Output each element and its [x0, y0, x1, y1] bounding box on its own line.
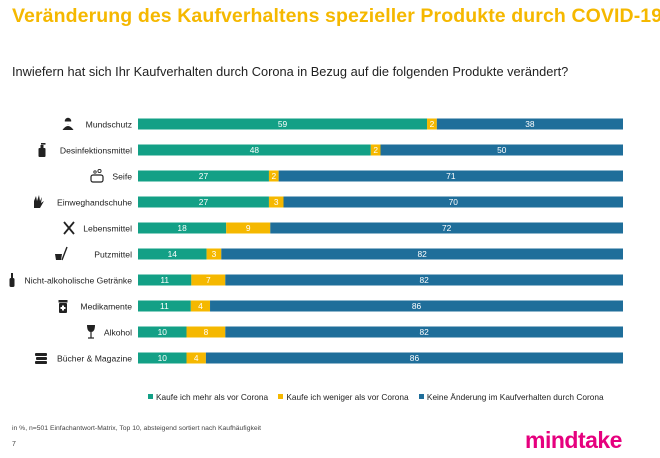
bar-segment: [205, 352, 623, 364]
medicine-icon: [58, 300, 68, 313]
bar-segment: [138, 274, 192, 286]
bar-segment: [190, 300, 211, 312]
bar-value-label: 72: [442, 223, 452, 233]
bar-value-label: 27: [199, 197, 209, 207]
category-label: Bücher & Magazine: [57, 354, 132, 364]
bar-value-label: 82: [419, 327, 429, 337]
bar-value-label: 2: [271, 171, 276, 181]
legend-item-more: Kaufe ich mehr als vor Corona: [148, 392, 268, 402]
bottle-icon: [9, 273, 15, 287]
category-label: Desinfektionsmittel: [60, 146, 132, 156]
bar-value-label: 86: [410, 353, 420, 363]
category-label: Medikamente: [80, 302, 132, 312]
bar-value-label: 2: [430, 119, 435, 129]
soap-icon: [90, 168, 104, 183]
bar-value-label: 82: [417, 249, 427, 259]
bar-value-label: 86: [412, 301, 422, 311]
bar-segment: [138, 222, 227, 234]
bar-segment: [427, 118, 437, 130]
bar-segment: [138, 352, 187, 364]
legend-item-less: Kaufe ich weniger als vor Corona: [278, 392, 409, 402]
bar-segment: [138, 170, 269, 182]
bar-value-label: 48: [250, 145, 260, 155]
bar-value-label: 50: [497, 145, 507, 155]
bar-segment: [138, 248, 207, 260]
cleaning-bucket-icon: [55, 246, 68, 261]
bar-segment: [436, 118, 623, 130]
bar-value-label: 9: [246, 223, 251, 233]
bar-segment: [138, 144, 371, 156]
category-label: Einweghandschuhe: [57, 198, 132, 208]
bar-value-label: 59: [278, 119, 288, 129]
bar-segment: [270, 222, 623, 234]
bar-segment: [186, 326, 226, 338]
chart-legend: Kaufe ich mehr als vor Corona Kaufe ich …: [148, 392, 612, 402]
bar-segment: [206, 248, 222, 260]
bar-value-label: 10: [158, 353, 168, 363]
legend-label-same: Keine Änderung im Kaufverhalten durch Co…: [426, 392, 604, 402]
bar-segment: [191, 274, 226, 286]
legend-swatch-same: [418, 394, 424, 399]
bar-segment: [268, 170, 279, 182]
bar-segment: [380, 144, 623, 156]
bar-value-label: 10: [158, 327, 168, 337]
bar-value-label: 14: [168, 249, 178, 259]
bar-value-label: 18: [177, 223, 187, 233]
bar-value-label: 38: [525, 119, 535, 129]
bar-segment: [186, 352, 206, 364]
bar-value-label: 82: [419, 275, 429, 285]
bar-value-label: 11: [160, 301, 169, 311]
bar-segment: [138, 300, 191, 312]
bar-segment: [225, 326, 624, 338]
legend-label-more: Kaufe ich mehr als vor Corona: [156, 392, 269, 402]
bar-value-label: 2: [373, 145, 378, 155]
bar-segment: [226, 222, 271, 234]
bar-value-label: 4: [198, 301, 203, 311]
category-label: Lebensmittel: [83, 224, 132, 234]
bar-value-label: 70: [449, 197, 459, 207]
legend-label-less: Kaufe ich weniger als vor Corona: [286, 392, 409, 402]
disinfectant-bottle-icon: [38, 143, 46, 157]
bar-segment: [225, 274, 624, 286]
category-label: Nicht-alkoholische Getränke: [25, 276, 133, 286]
category-label: Mundschutz: [86, 120, 132, 130]
bar-value-label: 4: [194, 353, 199, 363]
bar-segment: [138, 118, 428, 130]
bar-value-label: 27: [199, 171, 209, 181]
legend-item-same: Keine Änderung im Kaufverhalten durch Co…: [418, 392, 604, 402]
bar-value-label: 8: [204, 327, 209, 337]
mindtake-logo: mindtake: [525, 427, 622, 453]
bar-value-label: 3: [274, 197, 279, 207]
bar-value-label: 7: [206, 275, 211, 285]
face-mask-icon: [62, 117, 74, 130]
cutlery-icon: [63, 221, 75, 235]
bar-segment: [283, 196, 623, 208]
bar-segment: [210, 300, 623, 312]
legend-swatch-more: [148, 394, 153, 399]
bar-segment: [221, 248, 623, 260]
bar-segment: [268, 196, 284, 208]
category-label: Seife: [112, 172, 132, 182]
footnote: in %, n=501 Einfachantwort-Matrix, Top 1…: [12, 425, 262, 432]
bar-segment: [138, 196, 269, 208]
page-title: Veränderung des Kaufverhaltens spezielle…: [12, 5, 660, 27]
bar-segment: [138, 326, 187, 338]
bar-segment: [370, 144, 381, 156]
survey-question: Inwiefern hat sich Ihr Kaufverhalten dur…: [12, 64, 569, 79]
books-icon: [35, 353, 47, 364]
bar-value-label: 3: [212, 249, 217, 259]
bar-value-label: 11: [160, 275, 169, 285]
category-label: Putzmittel: [94, 250, 132, 260]
legend-swatch-less: [278, 394, 284, 399]
category-label: Alkohol: [104, 328, 132, 338]
bar-value-label: 71: [446, 171, 456, 181]
wine-glass-icon: [87, 325, 95, 339]
gloves-icon: [34, 195, 44, 208]
page-number: 7: [12, 441, 16, 448]
bar-segment: [278, 170, 623, 182]
